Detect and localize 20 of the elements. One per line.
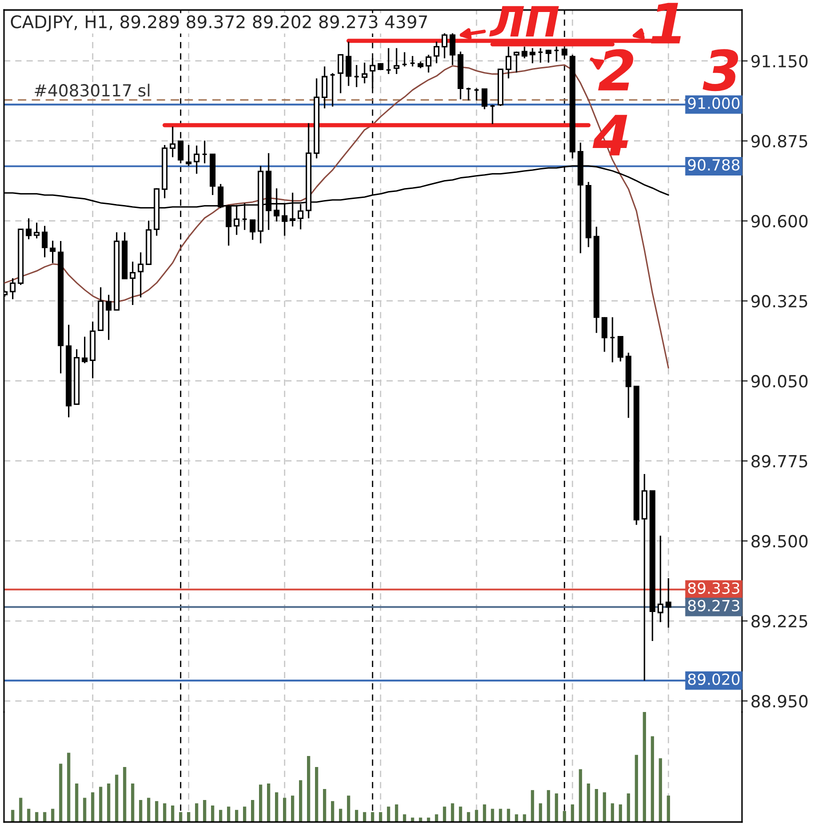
annotation: 1 (651, 2, 681, 44)
ref-line-label: 89.333 (688, 582, 740, 594)
y-tick-label: 88.950 (751, 694, 808, 708)
y-tick-label: 90.875 (751, 134, 808, 148)
ref-line-label: 91.000 (688, 97, 740, 109)
y-tick-label: 91.150 (751, 54, 808, 68)
ref-line-label: 90.788 (688, 159, 740, 171)
y-tick-label: 90.325 (751, 294, 808, 308)
y-tick-label: 90.050 (751, 374, 808, 388)
chart-title: CADJPY, H1, 89.289 89.372 89.202 89.273 4397 (10, 15, 428, 32)
y-tick-label: 89.500 (751, 534, 808, 548)
annotation: 2 (598, 49, 634, 90)
y-tick-label: 90.600 (751, 214, 808, 228)
ref-line-label: 89.020 (688, 673, 740, 686)
y-tick-label: 89.225 (751, 614, 808, 628)
text: 3 (702, 49, 738, 92)
annotation: ЛП (489, 6, 559, 36)
ref-line-label: #40830117 sl (34, 84, 150, 97)
ref-line-label: 89.273 (688, 600, 740, 612)
y-tick-label: 89.775 (751, 454, 808, 468)
